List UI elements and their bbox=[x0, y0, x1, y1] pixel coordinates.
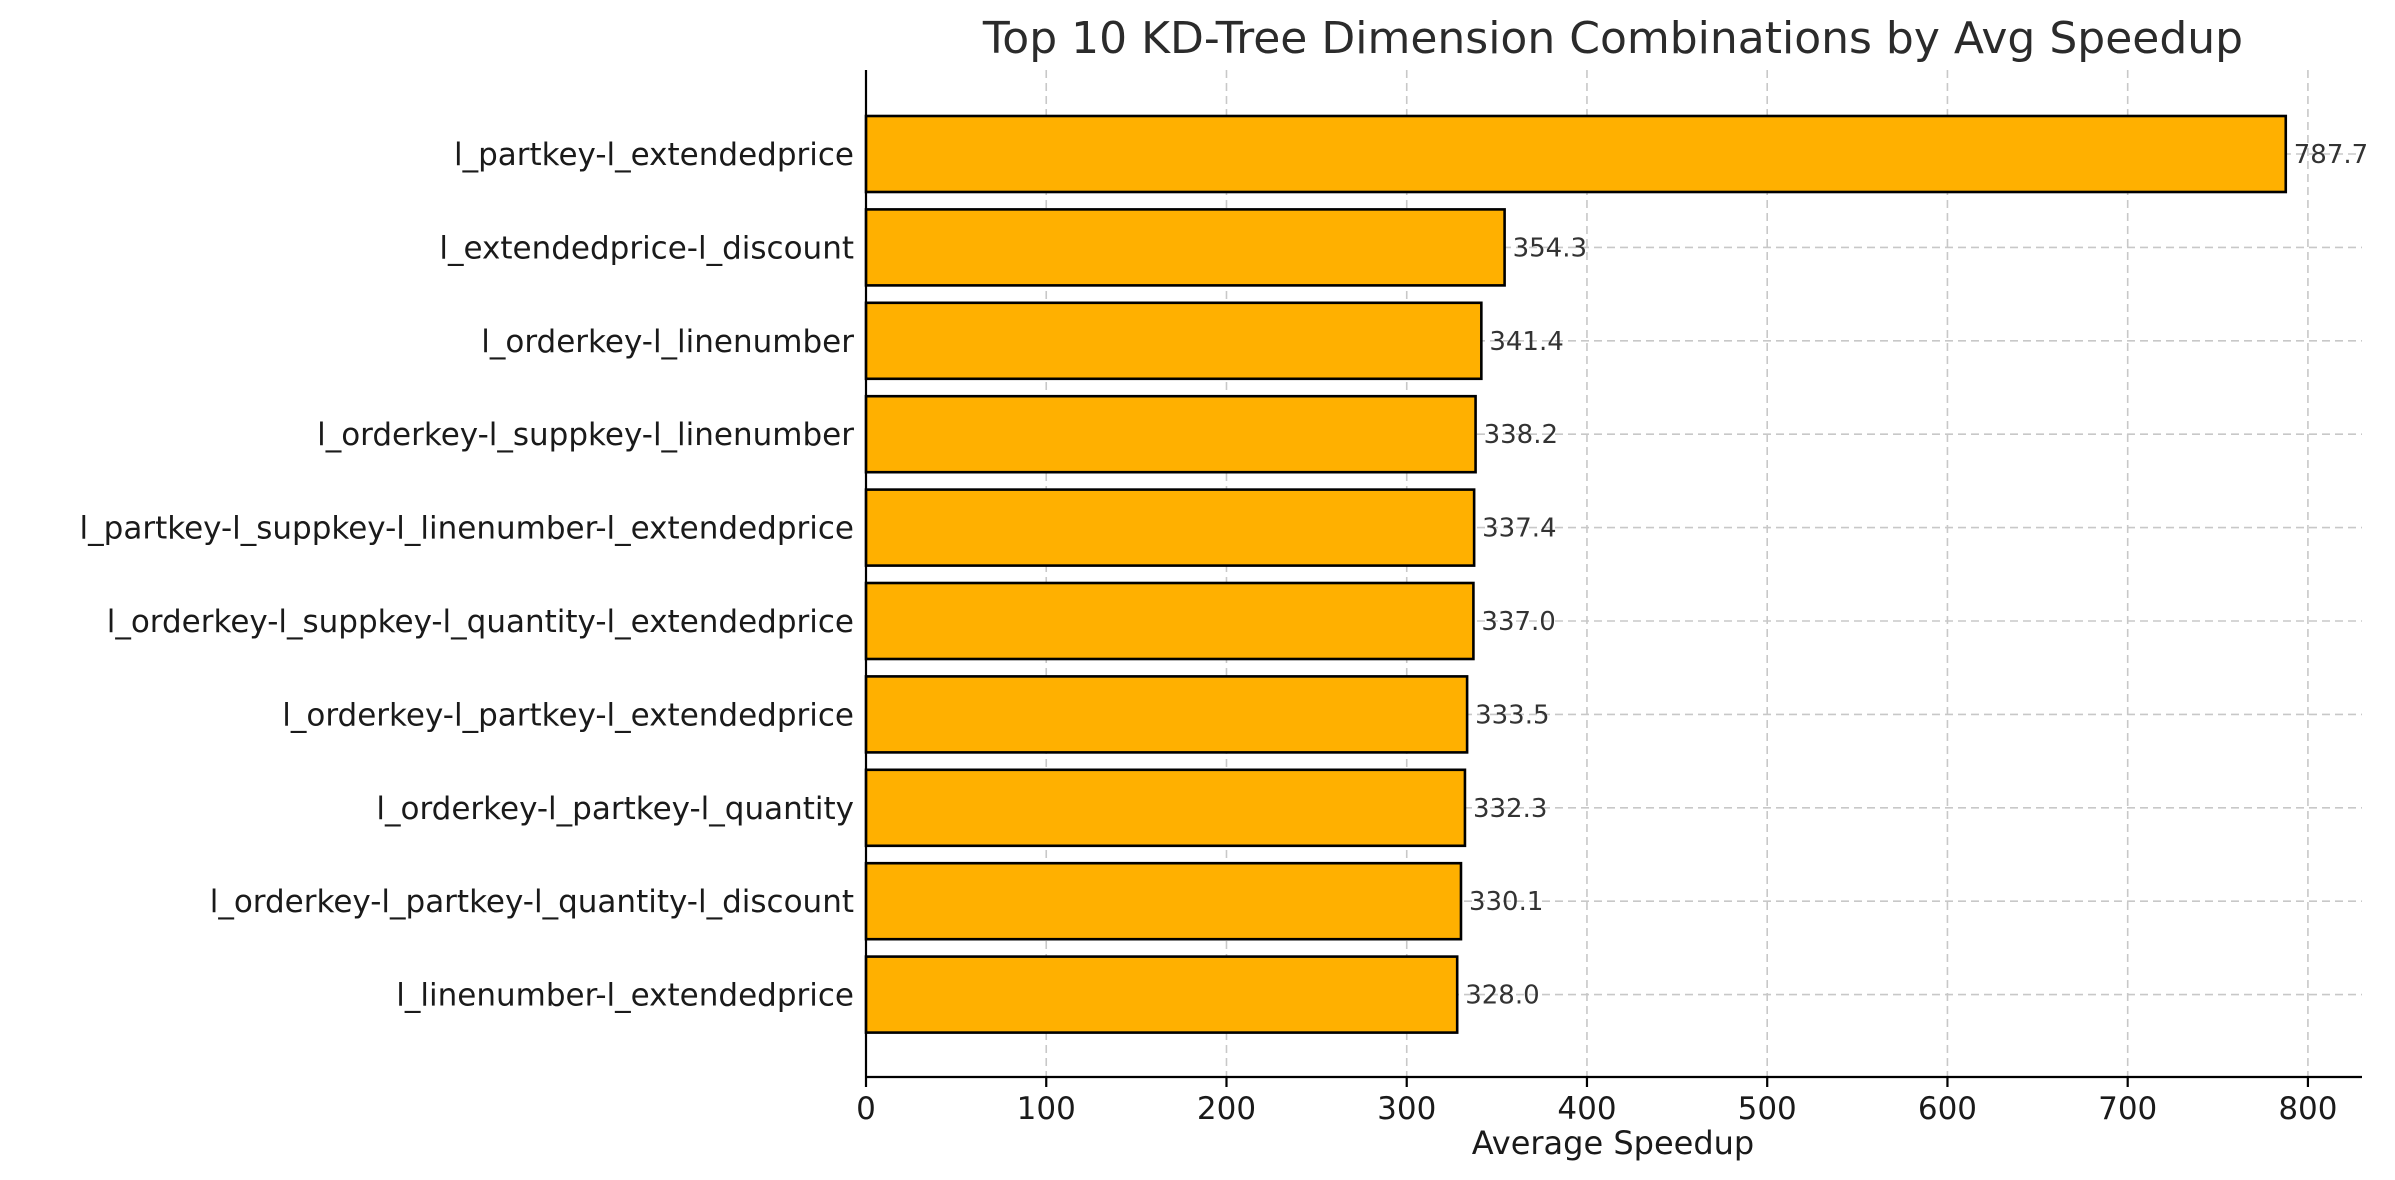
category-labels: l_partkey-l_extendedprice l_extendedprice… bbox=[80, 137, 855, 1014]
bars bbox=[864, 114, 2288, 1034]
bar-5 bbox=[864, 581, 1475, 661]
x-tick-label-0: 0 bbox=[856, 1091, 876, 1127]
category-label-0: l_partkey-l_extendedprice bbox=[454, 137, 854, 173]
bar-0 bbox=[864, 114, 2288, 194]
category-label-1: l_extendedprice-l_discount bbox=[439, 230, 854, 266]
chart-title: Top 10 KD-Tree Dimension Combinations by… bbox=[982, 13, 2243, 64]
category-label-6: l_orderkey-l_partkey-l_extendedprice bbox=[282, 697, 854, 733]
x-tick-label-3: 300 bbox=[1377, 1091, 1436, 1127]
bar-6 bbox=[864, 675, 1469, 754]
value-label-4: 337.4 bbox=[1482, 514, 1556, 544]
x-axis-label: Average Speedup bbox=[1472, 1124, 1754, 1162]
bar-1 bbox=[864, 208, 1506, 287]
axes: 0 100 200 300 400 500 600 700 800 bbox=[856, 70, 2362, 1127]
bar-4 bbox=[864, 488, 1476, 567]
value-label-1: 354.3 bbox=[1513, 233, 1587, 263]
bar-7 bbox=[864, 768, 1467, 848]
category-label-4: l_partkey-l_suppkey-l_linenumber-l_exten… bbox=[80, 511, 854, 547]
value-label-8: 330.1 bbox=[1469, 887, 1543, 917]
bar-8 bbox=[864, 861, 1463, 941]
value-label-2: 341.4 bbox=[1489, 327, 1563, 357]
value-label-0: 787.7 bbox=[2294, 140, 2368, 170]
category-label-2: l_orderkey-l_linenumber bbox=[481, 324, 854, 360]
category-label-3: l_orderkey-l_suppkey-l_linenumber bbox=[317, 417, 854, 453]
x-tick-label-2: 200 bbox=[1197, 1091, 1256, 1127]
value-label-5: 337.0 bbox=[1481, 607, 1555, 637]
x-tick-label-7: 700 bbox=[2098, 1091, 2157, 1127]
x-tick-label-4: 400 bbox=[1557, 1091, 1616, 1127]
x-tick-label-6: 600 bbox=[1918, 1091, 1977, 1127]
value-label-9: 328.0 bbox=[1465, 981, 1539, 1011]
bar-9 bbox=[864, 955, 1459, 1034]
category-label-8: l_orderkey-l_partkey-l_quantity-l_discou… bbox=[210, 884, 854, 920]
bar-2 bbox=[864, 301, 1483, 381]
x-tick-label-5: 500 bbox=[1738, 1091, 1797, 1127]
category-label-5: l_orderkey-l_suppkey-l_quantity-l_extend… bbox=[107, 604, 854, 640]
category-label-7: l_orderkey-l_partkey-l_quantity bbox=[376, 791, 854, 827]
value-label-6: 333.5 bbox=[1475, 700, 1549, 730]
x-tick-label-8: 800 bbox=[2278, 1091, 2337, 1127]
value-label-7: 332.3 bbox=[1473, 794, 1547, 824]
x-tick-label-1: 100 bbox=[1017, 1091, 1076, 1127]
bar-3 bbox=[864, 394, 1477, 474]
value-labels: 787.7 354.3 341.4 338.2 337.4 337.0 333.5 332.3… bbox=[1465, 140, 2368, 1011]
value-label-3: 338.2 bbox=[1484, 420, 1558, 450]
category-label-9: l_linenumber-l_extendedprice bbox=[396, 978, 854, 1014]
